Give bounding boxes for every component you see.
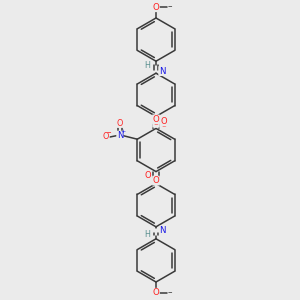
Text: +: + (120, 129, 125, 134)
Text: O: O (145, 171, 151, 180)
Text: O: O (117, 118, 123, 127)
Text: H: H (145, 230, 151, 239)
Text: –: – (168, 2, 172, 11)
Text: –: – (106, 128, 111, 137)
Text: O: O (103, 132, 109, 141)
Text: H: H (145, 61, 151, 70)
Text: O: O (153, 118, 159, 127)
Text: O: O (153, 288, 159, 297)
Text: O: O (153, 3, 159, 12)
Text: N: N (159, 67, 165, 76)
Text: O: O (153, 176, 159, 185)
Text: –: – (168, 288, 172, 297)
Text: O: O (160, 120, 167, 129)
Text: O: O (153, 115, 159, 124)
Text: O: O (161, 117, 167, 126)
Text: N: N (117, 131, 123, 140)
Text: N: N (159, 226, 166, 235)
